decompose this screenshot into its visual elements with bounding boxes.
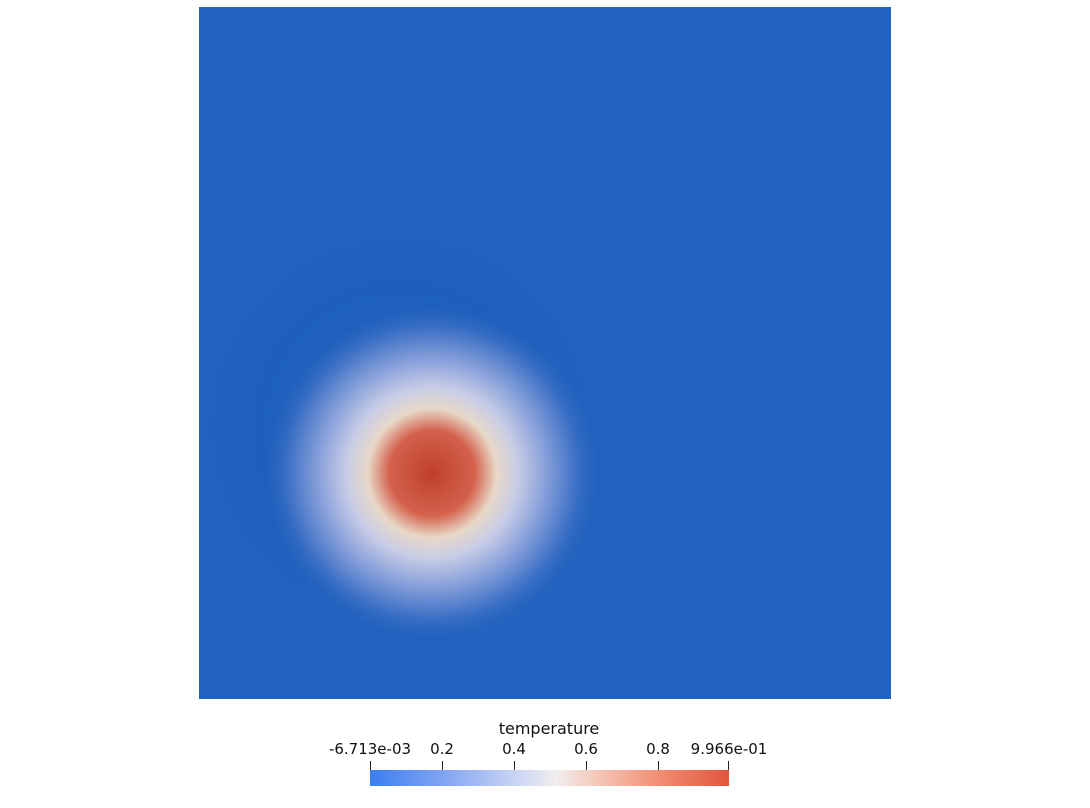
tick-label: 0.2 — [430, 740, 454, 758]
tick-label: 0.8 — [646, 740, 670, 758]
tick-label-min: -6.713e-03 — [328, 740, 412, 758]
color-bar — [370, 770, 729, 786]
tick-label-max: 9.966e-01 — [690, 740, 768, 758]
tick-label: 0.6 — [574, 740, 598, 758]
tick-mark — [658, 761, 659, 771]
tick-mark — [442, 761, 443, 771]
scalar-bar-title: temperature — [498, 719, 600, 738]
hot-spot — [199, 7, 891, 699]
tick-mark — [728, 761, 729, 771]
tick-mark — [370, 761, 371, 771]
tick-mark — [586, 761, 587, 771]
tick-mark — [514, 761, 515, 771]
temperature-field — [199, 7, 891, 699]
temperature-field-view[interactable] — [199, 7, 891, 699]
tick-label: 0.4 — [502, 740, 526, 758]
